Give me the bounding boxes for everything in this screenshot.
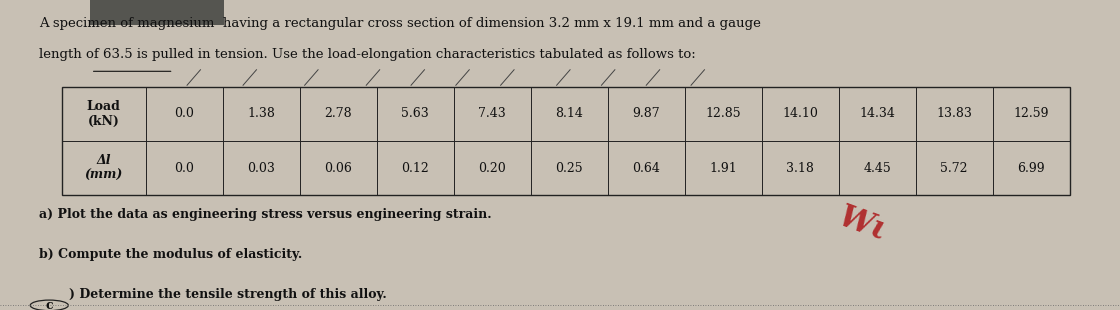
Text: 5.63: 5.63 (401, 108, 429, 120)
Text: 2.78: 2.78 (325, 108, 352, 120)
Text: c: c (46, 299, 53, 310)
Text: a) Plot the data as engineering stress versus engineering strain.: a) Plot the data as engineering stress v… (39, 208, 492, 221)
Text: 0.64: 0.64 (632, 162, 660, 175)
Text: 13.83: 13.83 (936, 108, 972, 120)
Text: 9.87: 9.87 (633, 108, 660, 120)
Text: 0.20: 0.20 (478, 162, 506, 175)
Text: 8.14: 8.14 (556, 108, 584, 120)
Text: 0.06: 0.06 (324, 162, 352, 175)
Text: 7.43: 7.43 (478, 108, 506, 120)
Text: Load
(kN): Load (kN) (86, 100, 121, 128)
Text: 14.10: 14.10 (782, 108, 818, 120)
Text: ) Determine the tensile strength of this alloy.: ) Determine the tensile strength of this… (69, 288, 388, 301)
Text: b) Compute the modulus of elasticity.: b) Compute the modulus of elasticity. (39, 248, 302, 261)
Text: 0.0: 0.0 (175, 108, 194, 120)
Text: 6.99: 6.99 (1017, 162, 1045, 175)
Text: 0.0: 0.0 (175, 162, 194, 175)
Text: 14.34: 14.34 (859, 108, 895, 120)
Text: 1.38: 1.38 (248, 108, 276, 120)
Text: 0.03: 0.03 (248, 162, 276, 175)
Text: Δl
(mm): Δl (mm) (84, 154, 123, 182)
Text: 12.85: 12.85 (706, 108, 741, 120)
Text: 1.91: 1.91 (709, 162, 737, 175)
Text: 3.18: 3.18 (786, 162, 814, 175)
Text: A specimen of magnesium  having a rectangular cross section of dimension 3.2 mm : A specimen of magnesium having a rectang… (39, 17, 762, 30)
Text: 4.45: 4.45 (864, 162, 892, 175)
Text: 5.72: 5.72 (941, 162, 968, 175)
Text: 0.12: 0.12 (401, 162, 429, 175)
Text: Wι: Wι (834, 200, 890, 246)
Text: 12.59: 12.59 (1014, 108, 1048, 120)
Text: 0.25: 0.25 (556, 162, 582, 175)
Text: length of 63.5 is pulled in tension. Use the load-elongation characteristics tab: length of 63.5 is pulled in tension. Use… (39, 48, 696, 61)
Bar (62, 87, 1070, 195)
Bar (90, 0, 224, 25)
